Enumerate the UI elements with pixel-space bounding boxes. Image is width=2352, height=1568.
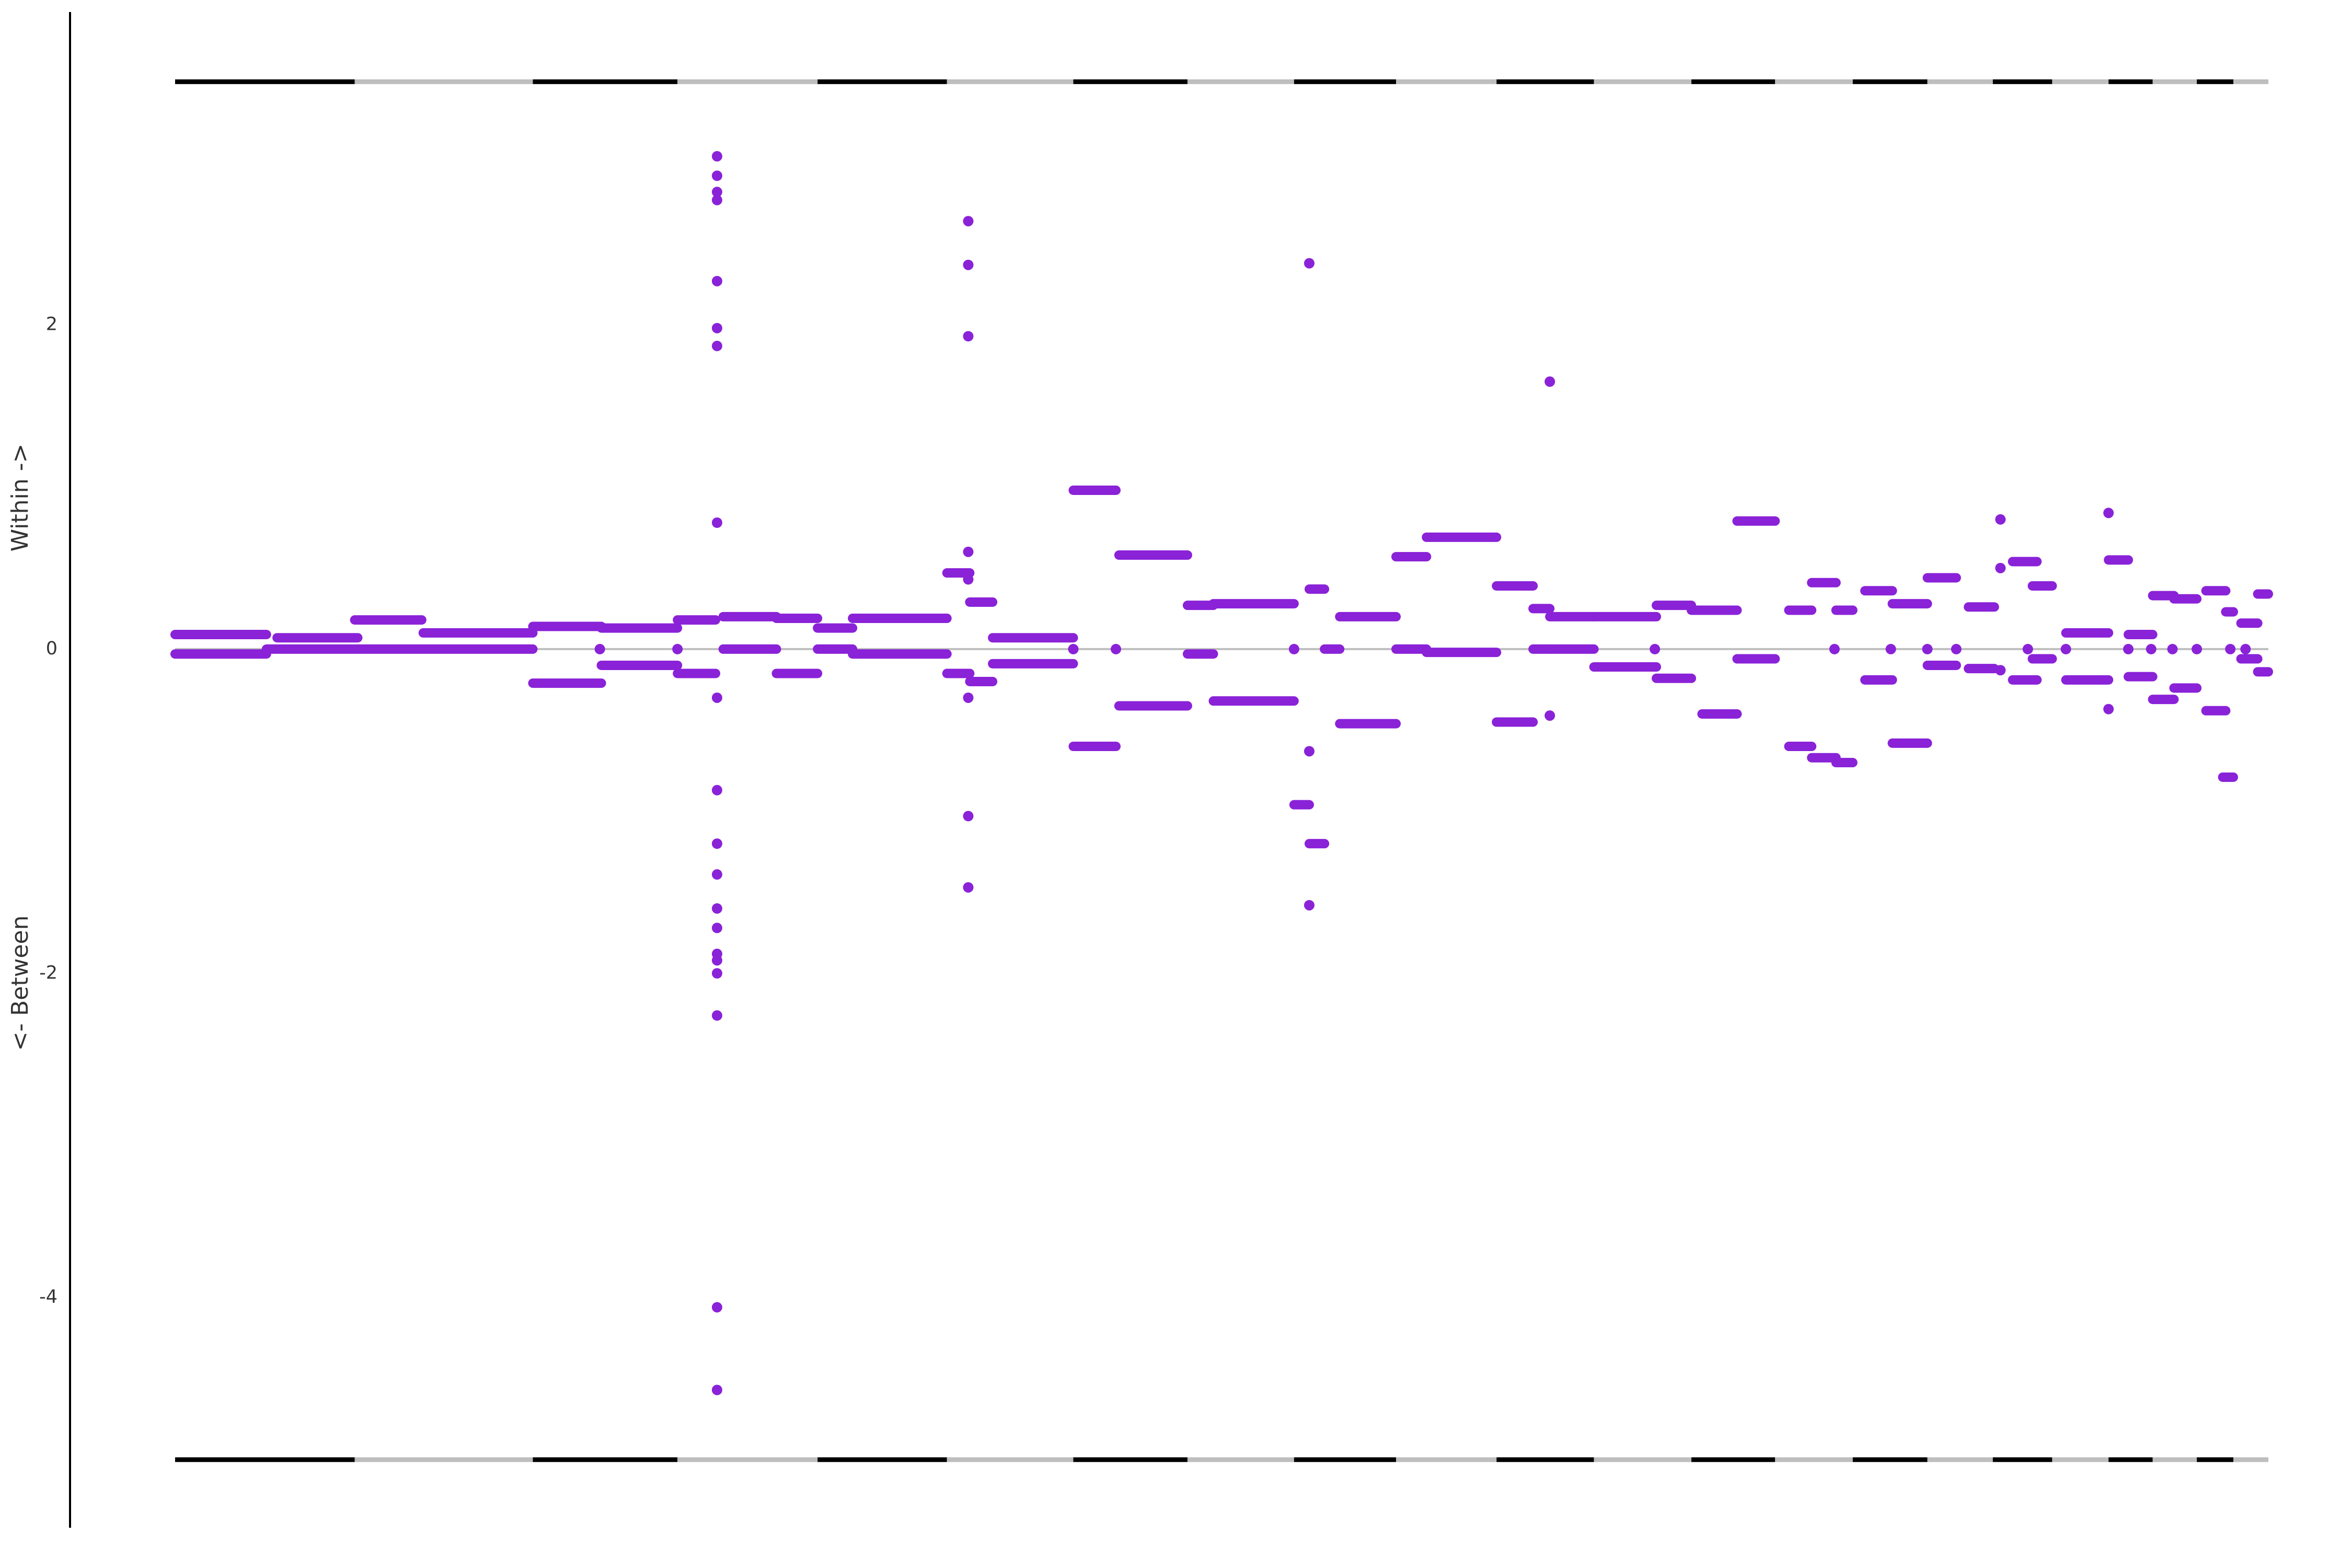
point (1544, 376, 1555, 387)
point (711, 869, 722, 880)
point (711, 838, 722, 849)
point (711, 1302, 722, 1313)
point (711, 1010, 722, 1021)
point (1922, 643, 1933, 654)
point (963, 216, 974, 227)
point (711, 340, 722, 351)
point (1995, 665, 2006, 676)
point (1544, 710, 1555, 721)
point (2225, 643, 2236, 654)
point (2146, 643, 2157, 654)
point (711, 187, 722, 198)
y-tick-label: 2 (46, 314, 57, 335)
point (711, 275, 722, 286)
point (1304, 258, 1315, 269)
point (963, 811, 974, 822)
point (711, 692, 722, 703)
point (711, 968, 722, 979)
y-axis-label-top: Within -> (7, 444, 33, 552)
y-axis-label-bottom: <- Between (7, 915, 33, 1051)
point (711, 1385, 722, 1396)
point (1995, 562, 2006, 573)
point (711, 517, 722, 528)
point (1304, 746, 1315, 757)
point (2022, 643, 2033, 654)
point (963, 259, 974, 270)
point (2123, 643, 2134, 654)
point (1885, 643, 1896, 654)
point (1995, 514, 2006, 525)
point (1829, 643, 1840, 654)
point (711, 923, 722, 933)
point (963, 692, 974, 703)
point (672, 643, 683, 654)
point (711, 903, 722, 914)
point (594, 643, 605, 654)
point (2103, 508, 2114, 518)
point (1111, 643, 1122, 654)
point (711, 170, 722, 181)
point (2167, 643, 2178, 654)
point (711, 151, 722, 162)
point (2060, 643, 2071, 654)
point (711, 785, 722, 795)
point (711, 955, 722, 966)
point (711, 194, 722, 205)
point (1068, 643, 1079, 654)
point (963, 882, 974, 893)
point (963, 331, 974, 342)
point (1650, 643, 1661, 654)
point (1288, 643, 1299, 654)
point (1304, 900, 1315, 910)
y-tick-label: 0 (46, 638, 57, 659)
point (2240, 643, 2251, 654)
point (963, 546, 974, 557)
point (1951, 643, 1962, 654)
point (711, 322, 722, 333)
y-tick-label: -2 (39, 962, 57, 983)
point (2192, 643, 2203, 654)
point (963, 574, 974, 585)
point (2103, 704, 2114, 714)
y-tick-label: -4 (39, 1287, 57, 1308)
